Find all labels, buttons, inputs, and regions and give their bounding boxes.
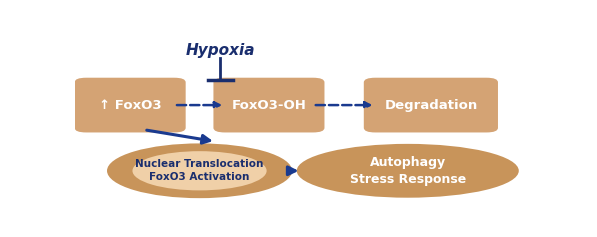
Text: Nuclear Translocation
FoxO3 Activation: Nuclear Translocation FoxO3 Activation [136,159,264,182]
FancyBboxPatch shape [364,78,498,132]
Ellipse shape [133,151,267,190]
Ellipse shape [107,143,292,198]
Text: Autophagy
Stress Response: Autophagy Stress Response [350,156,466,186]
Text: Degradation: Degradation [384,99,478,112]
Text: Hypoxia: Hypoxia [186,43,255,58]
FancyBboxPatch shape [75,78,186,132]
Text: FoxO3-OH: FoxO3-OH [232,99,306,112]
Text: ↑ FoxO3: ↑ FoxO3 [99,99,161,112]
Ellipse shape [297,144,519,198]
FancyBboxPatch shape [214,78,325,132]
